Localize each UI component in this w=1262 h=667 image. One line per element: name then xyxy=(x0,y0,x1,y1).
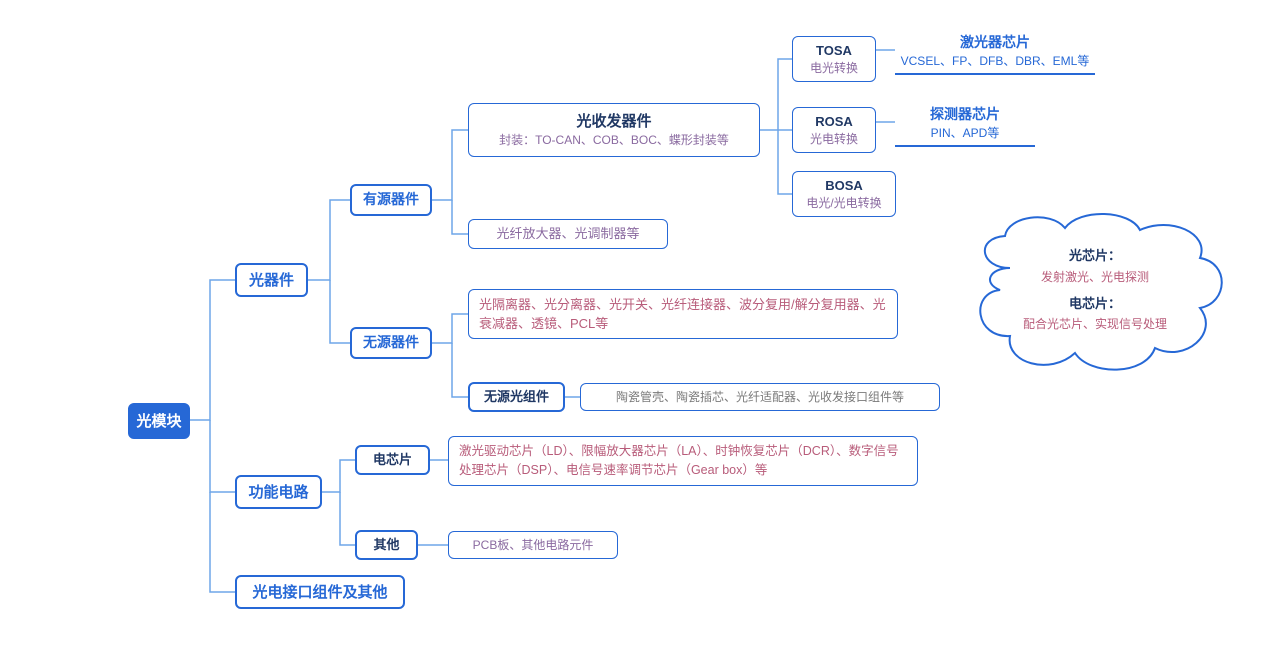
node-echip-detail: 激光驱动芯片（LD）、限幅放大器芯片（LA）、时钟恢复芯片（DCR）、数字信号处… xyxy=(448,436,918,486)
node-amp: 光纤放大器、光调制器等 xyxy=(468,219,668,249)
node-transceiver: 光收发器件 封装：TO-CAN、COB、BOC、蝶形封装等 xyxy=(468,103,760,157)
node-optics-label: 光器件 xyxy=(249,270,294,291)
node-optics: 光器件 xyxy=(235,263,308,297)
node-bosa-sub: 电光/光电转换 xyxy=(806,195,881,212)
node-passive: 无源器件 xyxy=(350,327,432,359)
node-passive-list: 光隔离器、光分离器、光开关、光纤连接器、波分复用/解分复用器、光衰减器、透镜、P… xyxy=(468,289,898,339)
node-bosa-title: BOSA xyxy=(825,177,863,195)
node-passive-assembly-detail: 陶瓷管壳、陶瓷插芯、光纤适配器、光收发接口组件等 xyxy=(580,383,940,411)
node-passive-assembly: 无源光组件 xyxy=(468,382,565,412)
cloud-text: 光芯片： 发射激光、光电探测 电芯片： 配合光芯片、实现信号处理 xyxy=(960,246,1230,335)
node-root-label: 光模块 xyxy=(136,411,181,432)
node-active-label: 有源器件 xyxy=(363,190,419,210)
node-tosa: TOSA 电光转换 xyxy=(792,36,876,82)
node-interface-label: 光电接口组件及其他 xyxy=(252,582,387,603)
node-circuit: 功能电路 xyxy=(235,475,322,509)
node-rosa-title: ROSA xyxy=(815,113,853,131)
node-tosa-title: TOSA xyxy=(816,42,852,60)
node-rosa: ROSA 光电转换 xyxy=(792,107,876,153)
node-transceiver-title: 光收发器件 xyxy=(576,111,651,132)
node-bosa: BOSA 电光/光电转换 xyxy=(792,171,896,217)
node-interface: 光电接口组件及其他 xyxy=(235,575,405,609)
annot-laser-chip: 激光器芯片 VCSEL、FP、DFB、DBR、EML等 xyxy=(895,32,1095,75)
node-rosa-sub: 光电转换 xyxy=(810,131,858,148)
node-passive-list-detail: 光隔离器、光分离器、光开关、光纤连接器、波分复用/解分复用器、光衰减器、透镜、P… xyxy=(479,295,887,334)
node-circuit-label: 功能电路 xyxy=(248,482,308,503)
annot-laser-sub: VCSEL、FP、DFB、DBR、EML等 xyxy=(895,52,1095,75)
node-echip-label: 电芯片 xyxy=(373,451,412,469)
node-root: 光模块 xyxy=(128,403,190,439)
annot-detector-chip: 探测器芯片 PIN、APD等 xyxy=(895,104,1035,147)
cloud-line2-body: 配合光芯片、实现信号处理 xyxy=(1023,317,1167,331)
cloud-line1-head: 光芯片： xyxy=(1069,248,1121,263)
node-other-detail-text: PCB板、其他电路元件 xyxy=(473,537,594,554)
node-passive-assembly-detail-text: 陶瓷管壳、陶瓷插芯、光纤适配器、光收发接口组件等 xyxy=(616,389,904,406)
node-echip-detail-text: 激光驱动芯片（LD）、限幅放大器芯片（LA）、时钟恢复芯片（DCR）、数字信号处… xyxy=(459,442,907,480)
annot-detector-title: 探测器芯片 xyxy=(895,104,1035,124)
node-passive-assembly-label: 无源光组件 xyxy=(484,388,549,406)
node-other: 其他 xyxy=(355,530,418,560)
node-amp-detail: 光纤放大器、光调制器等 xyxy=(496,225,639,243)
cloud-callout: 光芯片： 发射激光、光电探测 电芯片： 配合光芯片、实现信号处理 xyxy=(960,208,1230,388)
annot-laser-title: 激光器芯片 xyxy=(895,32,1095,52)
node-tosa-sub: 电光转换 xyxy=(810,60,858,77)
node-active: 有源器件 xyxy=(350,184,432,216)
node-other-label: 其他 xyxy=(373,536,399,554)
node-passive-label: 无源器件 xyxy=(363,333,419,353)
cloud-line2-head: 电芯片： xyxy=(1069,296,1121,311)
node-transceiver-detail: 封装：TO-CAN、COB、BOC、蝶形封装等 xyxy=(499,132,729,149)
node-echip: 电芯片 xyxy=(355,445,430,475)
annot-detector-sub: PIN、APD等 xyxy=(895,124,1035,147)
cloud-line1-body: 发射激光、光电探测 xyxy=(1041,270,1149,284)
node-other-detail: PCB板、其他电路元件 xyxy=(448,531,618,559)
